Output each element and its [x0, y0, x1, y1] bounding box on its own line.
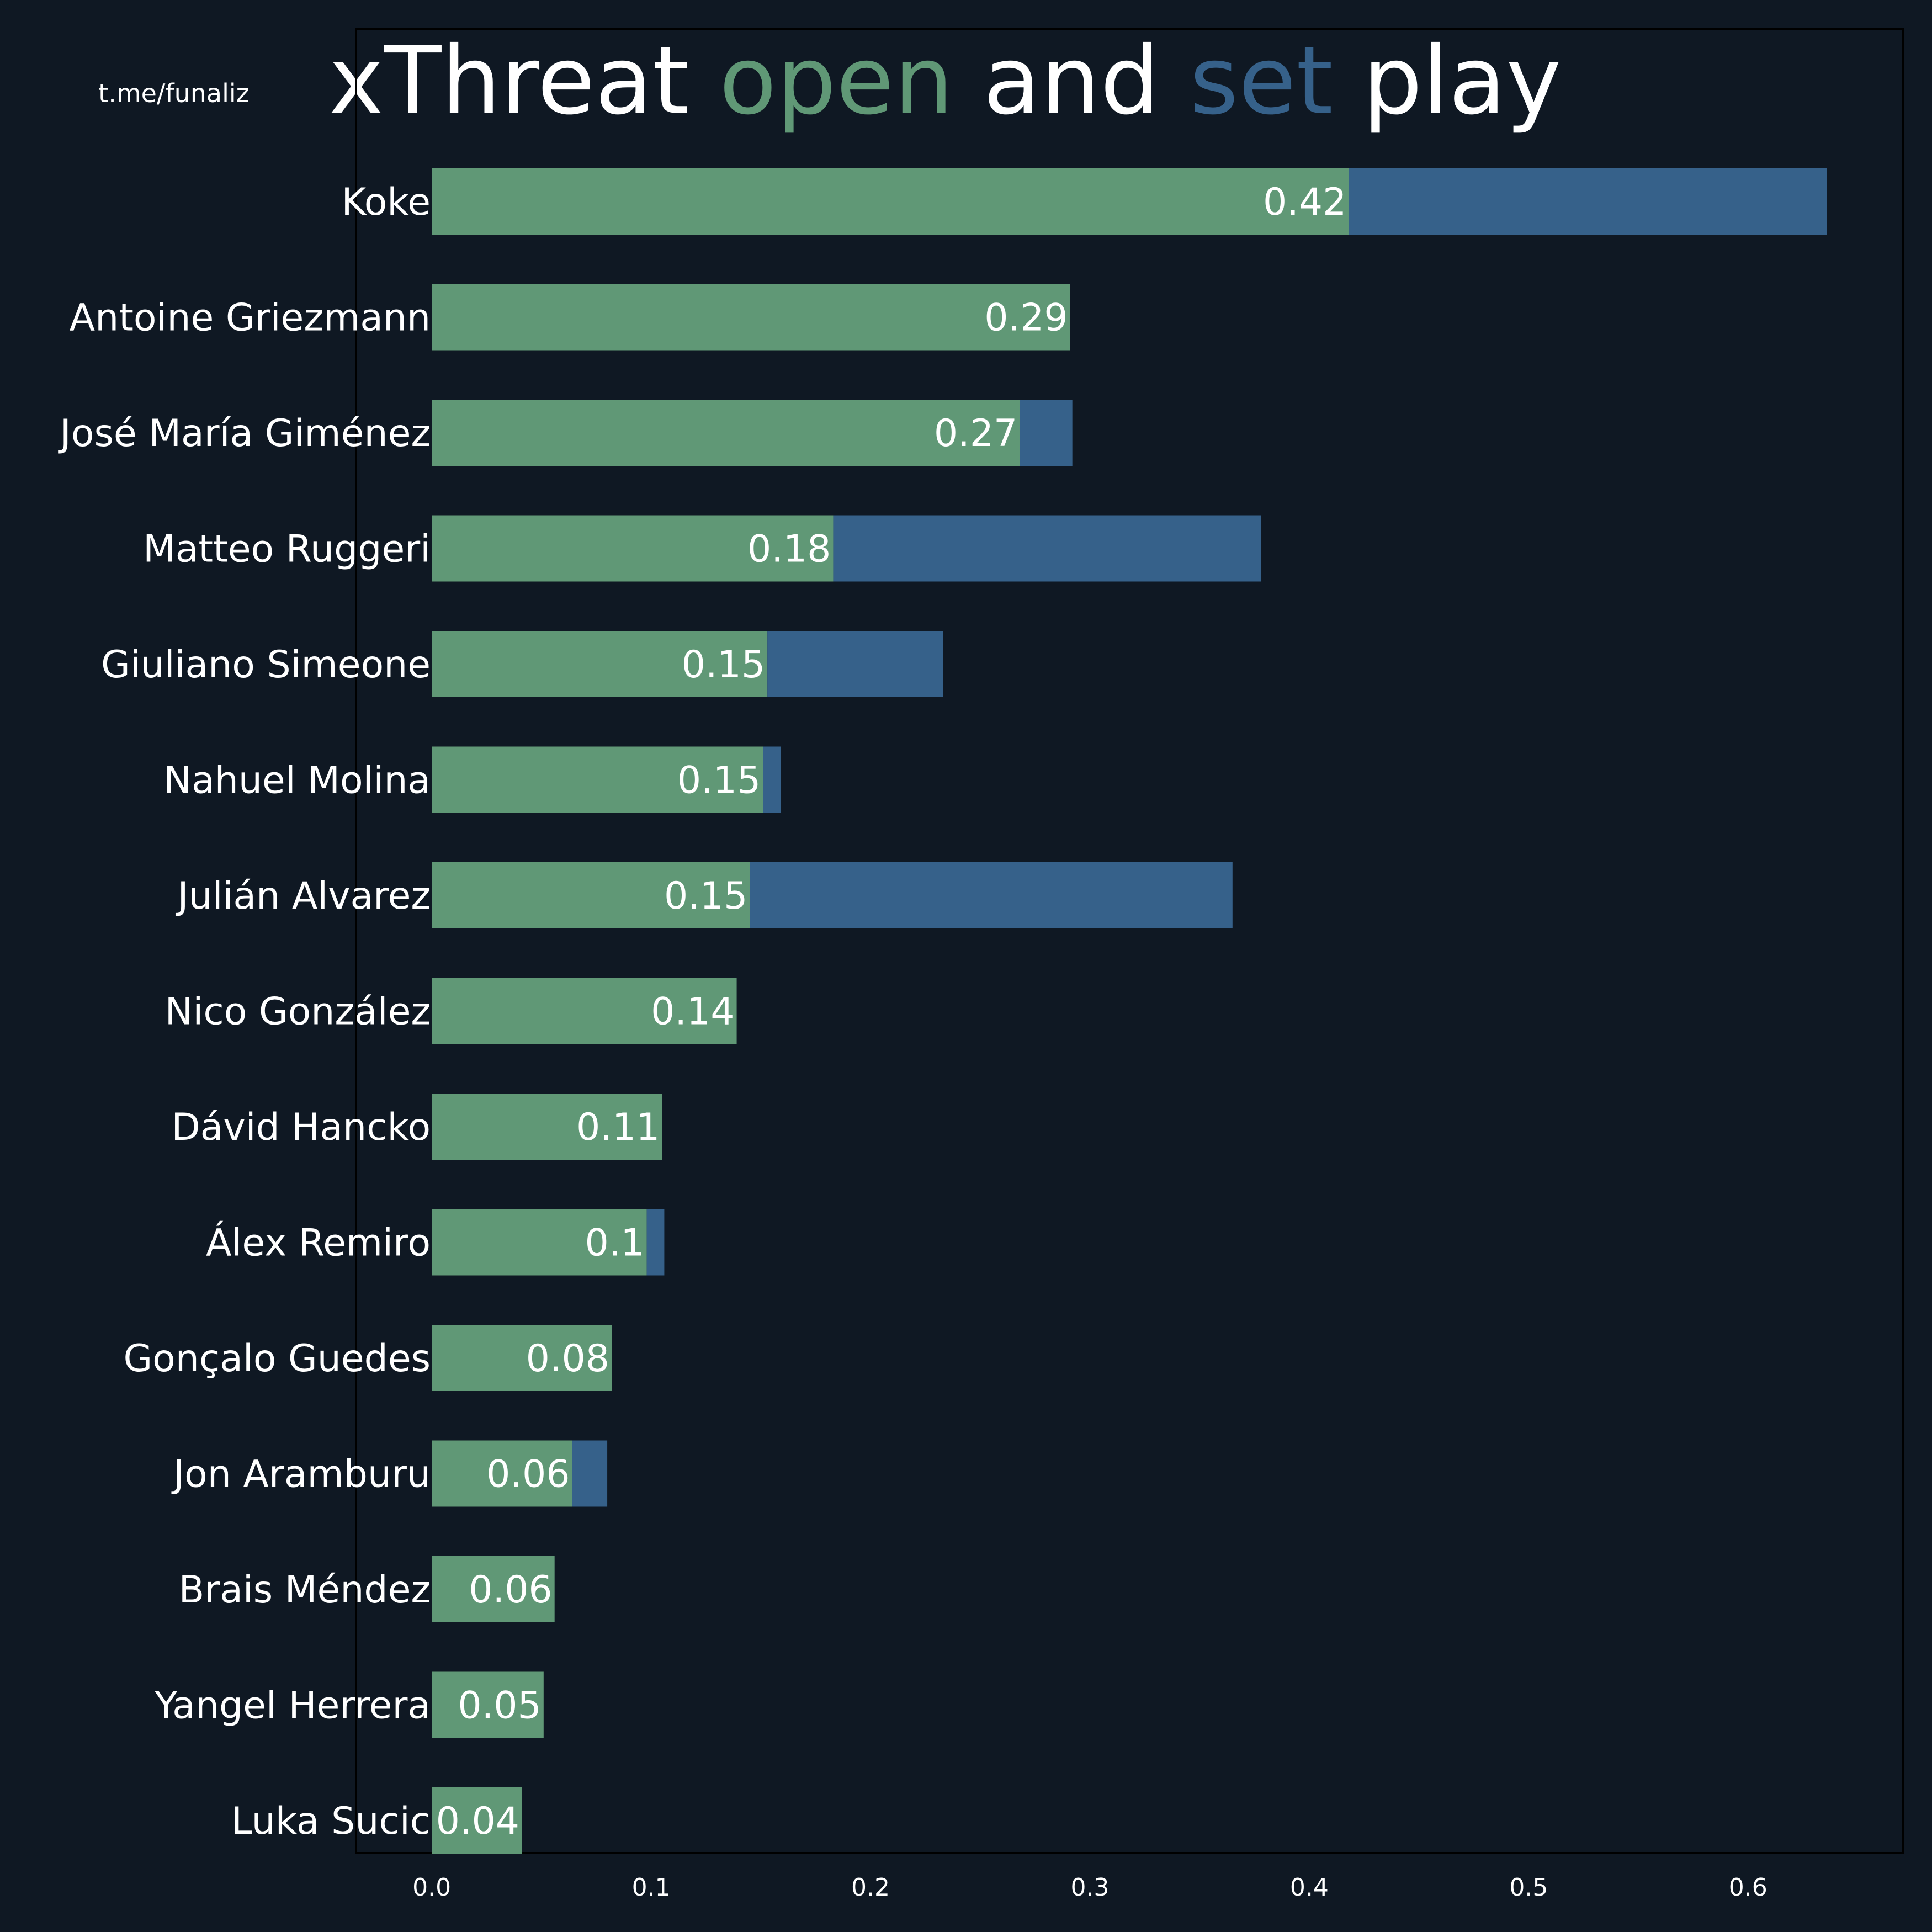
chart-title: xThreat open and set play [328, 26, 1562, 136]
bar-open [432, 1209, 647, 1276]
plot-frame [355, 28, 1904, 1854]
category-label: Jon Aramburu [171, 1453, 431, 1496]
value-label: 0.14 [651, 990, 734, 1034]
category-label: Koke [342, 181, 431, 224]
category-label: Antoine Griezmann [70, 296, 431, 340]
bar-open [432, 400, 1020, 466]
bar-open [432, 1787, 522, 1854]
value-label: 0.15 [682, 643, 765, 687]
bar-set [767, 631, 943, 697]
bar-open [432, 168, 1349, 235]
bar-set [1349, 168, 1827, 235]
title-part-3: set [1190, 26, 1333, 136]
bar-open [432, 746, 763, 813]
value-label: 0.1 [585, 1222, 644, 1265]
value-label: 0.06 [486, 1453, 570, 1496]
category-label: Dávid Hancko [171, 1106, 431, 1149]
bar-set [833, 515, 1261, 582]
category-label: Álex Remiro [206, 1221, 431, 1265]
category-label: Giuliano Simeone [101, 643, 431, 687]
x-tick-label: 0.0 [412, 1873, 451, 1902]
bar-open [432, 284, 1070, 351]
value-label: 0.29 [984, 296, 1068, 340]
x-tick-label: 0.2 [851, 1873, 890, 1902]
x-axis-ticks: 0.0 0.1 0.2 0.3 0.4 0.5 0.6 [412, 1873, 1768, 1902]
value-label: 0.15 [664, 874, 747, 918]
category-label: Luka Sucic [231, 1800, 431, 1843]
value-label: 0.08 [526, 1337, 609, 1381]
category-label: Yangel Herrera [154, 1684, 431, 1728]
category-label: Julián Alvarez [175, 874, 431, 918]
category-label: Nico González [165, 990, 431, 1034]
category-label: Brais Méndez [179, 1568, 431, 1612]
value-label: 0.15 [677, 759, 761, 803]
category-label: Gonçalo Guedes [123, 1337, 431, 1381]
value-label: 0.11 [576, 1106, 660, 1149]
bar-open [432, 978, 737, 1044]
bar-open [432, 631, 768, 697]
value-label: 0.04 [436, 1800, 519, 1843]
bar-open [432, 1556, 555, 1622]
title-part-1: open [719, 26, 953, 136]
title-part-4: play [1333, 26, 1562, 136]
bar-set [750, 862, 1233, 928]
bar-open [432, 515, 834, 582]
bar-set [572, 1440, 608, 1507]
bar-set [1020, 400, 1073, 466]
value-label: 0.27 [934, 412, 1017, 455]
bar-open [432, 1671, 544, 1738]
bar-open [432, 1325, 612, 1391]
title-part-0: xThreat [328, 26, 719, 136]
value-label: 0.42 [1263, 181, 1346, 224]
x-tick-label: 0.3 [1070, 1873, 1109, 1902]
title-part-2: and [953, 26, 1190, 136]
bar-open [432, 1094, 662, 1160]
category-label: Nahuel Molina [163, 759, 431, 803]
bars-layer: 0.42 0.29 0.27 0.18 0.15 0.15 0.15 0.14 0.11 0.1 0… [432, 168, 1827, 1854]
category-label: José María Giménez [58, 412, 431, 455]
x-tick-label: 0.4 [1290, 1873, 1329, 1902]
value-label: 0.05 [458, 1684, 541, 1728]
value-label: 0.18 [747, 528, 831, 571]
x-tick-label: 0.5 [1509, 1873, 1548, 1902]
bar-set [646, 1209, 665, 1276]
watermark: t.me/funaliz [98, 78, 250, 108]
value-label: 0.06 [469, 1568, 552, 1612]
bar-set [763, 746, 781, 813]
category-label: Matteo Ruggeri [143, 528, 431, 571]
x-tick-label: 0.6 [1729, 1873, 1768, 1902]
bar-open [432, 862, 750, 928]
y-axis-labels: Koke Antoine Griezmann José María Giménez M… [58, 181, 431, 1843]
bar-open [432, 1440, 572, 1507]
x-tick-label: 0.1 [632, 1873, 671, 1902]
